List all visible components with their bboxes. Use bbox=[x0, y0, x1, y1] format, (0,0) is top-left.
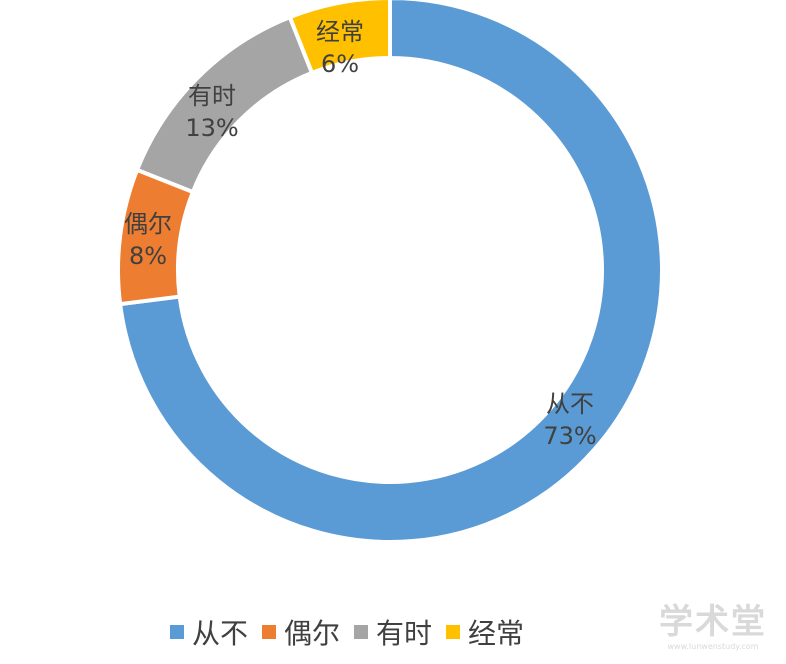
legend-swatch-occasionally bbox=[262, 625, 277, 639]
watermark-text: 学术堂 bbox=[659, 602, 767, 642]
chart-legend: 从不 偶尔 有时 经常 bbox=[170, 612, 524, 652]
legend-item-often: 经常 bbox=[446, 612, 524, 652]
slice-percent-sometimes: 13% bbox=[185, 114, 238, 142]
doughnut-chart: 从不 73% 偶尔 8% 有时 13% 经常 6% bbox=[116, 0, 664, 544]
legend-label-occasionally: 偶尔 bbox=[284, 617, 341, 650]
slice-often bbox=[287, 0, 392, 76]
slice-name-never: 从不 bbox=[546, 390, 594, 418]
legend-swatch-sometimes bbox=[354, 625, 369, 639]
watermark: 学术堂 www.lunwenstudy.com bbox=[648, 602, 778, 652]
legend-swatch-never bbox=[170, 625, 184, 639]
slice-name-sometimes: 有时 bbox=[188, 82, 236, 110]
slice-percent-never: 73% bbox=[543, 422, 596, 450]
slice-name-occasionally: 偶尔 bbox=[124, 210, 172, 238]
slice-never bbox=[117, 0, 664, 544]
legend-item-never: 从不 bbox=[170, 612, 248, 652]
legend-swatch-often bbox=[446, 625, 461, 639]
legend-item-occasionally: 偶尔 bbox=[262, 612, 340, 652]
legend-label-never: 从不 bbox=[192, 617, 249, 650]
slice-percent-occasionally: 8% bbox=[129, 242, 167, 270]
legend-label-often: 经常 bbox=[468, 617, 525, 650]
watermark-url: www.lunwenstudy.com bbox=[667, 642, 759, 651]
slice-name-often: 经常 bbox=[316, 18, 364, 46]
legend-label-sometimes: 有时 bbox=[376, 617, 433, 650]
slice-percent-often: 6% bbox=[321, 50, 359, 78]
legend-item-sometimes: 有时 bbox=[354, 612, 432, 652]
